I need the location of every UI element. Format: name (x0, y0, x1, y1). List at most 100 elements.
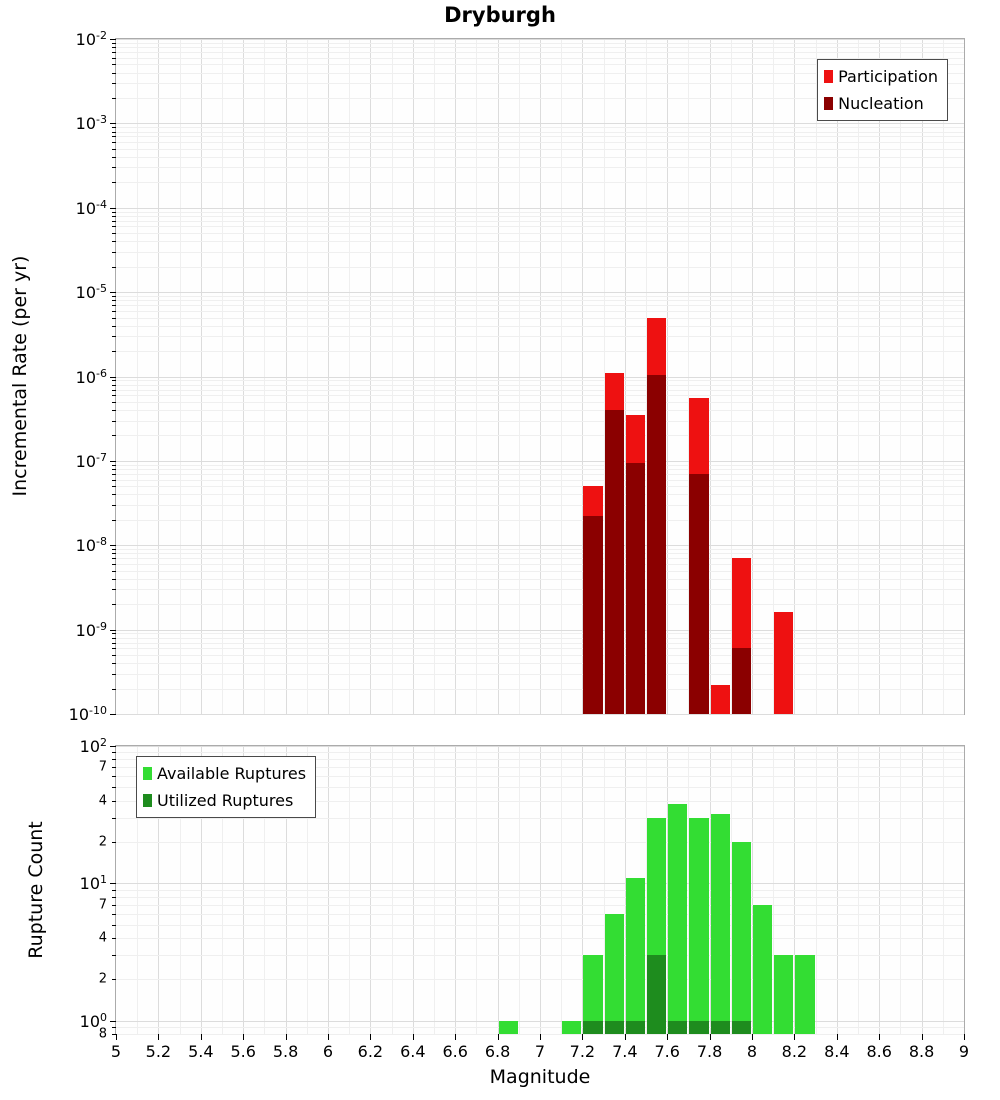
gridline-vertical (921, 746, 923, 1034)
legend-label: Nucleation (838, 94, 924, 113)
gridline-horizontal (116, 642, 964, 644)
gridline-vertical (434, 39, 435, 714)
bar-nucleation (647, 374, 667, 714)
y-tick (112, 494, 116, 496)
gridline-horizontal (116, 938, 964, 939)
gridline-horizontal (116, 389, 964, 391)
gridline-horizontal (116, 637, 964, 639)
bar-available-ruptures (689, 817, 709, 1034)
gridline-horizontal (116, 558, 964, 560)
gridline-horizontal (116, 420, 964, 422)
gridline-vertical (243, 39, 245, 714)
y-tick (112, 589, 116, 591)
bar-utilized-ruptures (731, 1020, 751, 1034)
y-tick (112, 817, 116, 819)
x-tick-label: 6.6 (442, 1042, 468, 1061)
y-tick (110, 207, 116, 209)
gridline-vertical (836, 746, 838, 1034)
legend-label: Participation (838, 67, 938, 86)
gridline-vertical (518, 746, 520, 1034)
y-tick (112, 156, 116, 158)
y-tick-label: 2 (98, 834, 107, 850)
y-tick-label: 10-8 (75, 535, 107, 556)
gridline-horizontal (116, 395, 964, 397)
bar-available-ruptures (710, 813, 730, 1034)
gridline-horizontal (116, 473, 964, 475)
legend-item: Participation (824, 63, 938, 90)
x-tick-label: 5 (110, 1042, 122, 1061)
gridline-horizontal (116, 52, 964, 54)
y-tick (112, 637, 116, 639)
gridline-horizontal (116, 563, 964, 565)
legend-label: Utilized Ruptures (157, 791, 294, 810)
gridline-vertical (815, 746, 817, 1034)
gridline-horizontal (116, 300, 964, 302)
x-tick-label: 6 (322, 1042, 334, 1061)
gridline-horizontal (116, 401, 964, 403)
y-tick-label: 2 (98, 971, 107, 987)
bar-available-ruptures (668, 803, 688, 1034)
gridline-vertical (349, 746, 351, 1034)
y-tick (112, 558, 116, 560)
gridline-horizontal (116, 207, 964, 209)
legend-item: Available Ruptures (143, 760, 306, 787)
gridline-horizontal (116, 410, 964, 412)
gridline-horizontal (116, 688, 964, 690)
gridline-horizontal (116, 317, 964, 319)
gridline-vertical (794, 39, 796, 714)
y-tick (112, 351, 116, 353)
y-tick (112, 842, 116, 843)
gridline-vertical (328, 746, 329, 1034)
y-tick (110, 39, 116, 40)
y-tick (112, 57, 116, 59)
gridline-horizontal (116, 714, 964, 715)
top-legend: Participation Nucleation (817, 59, 948, 121)
gridline-horizontal (116, 305, 964, 307)
gridline-horizontal (116, 380, 964, 382)
y-tick-label: 10-4 (75, 197, 107, 218)
y-tick (112, 553, 116, 555)
y-tick (112, 72, 116, 74)
gridline-vertical (306, 39, 308, 714)
gridline-horizontal (116, 842, 964, 843)
gridline-vertical (858, 746, 859, 1034)
gridline-horizontal (116, 215, 964, 217)
y-tick (112, 752, 116, 754)
y-tick (112, 464, 116, 466)
bar-participation (710, 685, 730, 714)
x-tick (667, 1034, 669, 1040)
bar-nucleation (604, 410, 624, 714)
x-tick-label: 7.6 (654, 1042, 680, 1061)
y-tick (112, 395, 116, 397)
gridline-vertical (752, 39, 753, 714)
bar-utilized-ruptures (583, 1020, 603, 1034)
gridline-horizontal (116, 384, 964, 386)
gridline-horizontal (116, 131, 964, 133)
gridline-horizontal (116, 336, 964, 338)
gridline-horizontal (116, 648, 964, 650)
gridline-vertical (370, 746, 372, 1034)
incremental-rate-plot: Participation Nucleation 10-10 10-9 10-8 10-… (69, 29, 965, 724)
x-tick (243, 1034, 245, 1040)
y-tick (112, 519, 116, 521)
y-tick-label: 10-5 (75, 281, 107, 303)
bar-participation (774, 612, 794, 714)
gridline-vertical (942, 746, 944, 1034)
y-tick (112, 401, 116, 403)
gridline-horizontal (116, 464, 964, 466)
gridline-vertical (137, 39, 139, 714)
y-tick (112, 648, 116, 650)
gridline-horizontal (116, 1020, 964, 1022)
y-tick (112, 673, 116, 675)
gridline-vertical (370, 39, 372, 714)
y-tick (112, 938, 116, 939)
y-tick (112, 226, 116, 228)
y-tick (112, 486, 116, 488)
gridline-horizontal (116, 655, 964, 657)
gridline-vertical (815, 39, 817, 714)
gridline-horizontal (116, 752, 964, 754)
y-tick (112, 924, 116, 926)
gridline-horizontal (116, 226, 964, 228)
gridline-horizontal (116, 1026, 964, 1028)
